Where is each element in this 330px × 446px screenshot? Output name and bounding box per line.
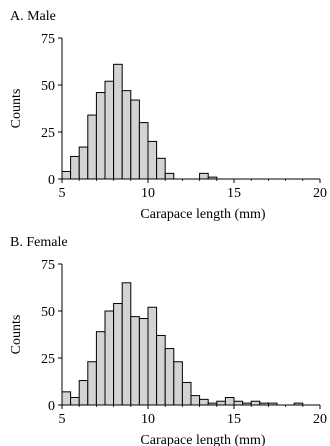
x-tick-label: 20 [313,186,327,201]
panel-title: A. Male [10,9,56,24]
histogram-bar [121,282,132,406]
x-tick-label: 20 [313,412,327,427]
histogram-bar [199,398,209,406]
histogram-bar [147,306,158,406]
histogram-bar [224,396,235,406]
histogram-bar [61,391,72,406]
histogram-bar [156,157,166,180]
y-tick-label: 0 [48,399,55,414]
histogram-bar [87,361,97,406]
y-tick-label: 25 [41,352,55,367]
y-tick-label: 50 [41,79,55,94]
histogram-panel-female: B. Female 5 10 15 20 0 25 50 75 Carapace length … [0,226,330,446]
histogram-bar [138,318,149,406]
histogram-bar [138,122,149,180]
y-axis-title: Counts [9,315,24,355]
histogram-bar [113,63,123,180]
histogram-bar [121,90,132,180]
y-tick-label: 0 [48,173,55,188]
histogram-bar [181,381,192,406]
histogram-bar [104,310,115,406]
histogram-bar [70,396,80,406]
histogram-chart: 5 10 15 20 0 25 50 75 Carapace length (mm) Counts [9,32,327,222]
histogram-bar [164,348,175,406]
histogram-bar [61,170,72,180]
panel-title: B. Female [10,235,68,250]
x-tick-label: 10 [141,412,155,427]
histogram-bar [78,146,89,180]
histogram-bar [130,99,140,180]
histogram-bar [104,80,115,180]
histogram-bar [147,140,158,180]
x-tick-label: 10 [141,186,155,201]
x-tick-label: 5 [59,412,66,427]
y-axis-title: Counts [9,89,24,129]
histogram-bar [78,380,89,406]
x-tick-label: 15 [227,186,241,201]
y-tick-label: 75 [41,32,55,47]
histogram-bar [95,92,106,180]
histogram-bar [233,400,244,406]
histogram-bar [113,302,123,406]
x-axis-title: Carapace length (mm) [140,207,266,222]
histogram-bar [156,334,166,406]
x-axis-title: Carapace length (mm) [140,433,266,446]
histogram-bar [70,155,80,180]
histogram-bar [190,395,201,406]
x-tick-label: 5 [59,186,66,201]
histogram-bar [87,114,97,180]
y-tick-label: 25 [41,126,55,141]
histogram-bar [199,172,209,180]
histogram-chart: 5 10 15 20 0 25 50 75 Carapace length (mm) Counts [9,258,327,446]
histogram-bar [95,331,106,406]
histogram-bar [250,400,261,406]
x-tick-label: 15 [227,412,241,427]
histogram-bar [173,361,183,406]
y-tick-label: 75 [41,258,55,273]
y-tick-label: 50 [41,305,55,320]
histogram-bar [164,172,175,180]
histogram-panel-male: A. Male 5 10 15 20 0 25 50 75 Carapace length (m… [0,0,330,222]
histogram-bar [216,400,226,406]
histogram-bar [130,316,140,406]
